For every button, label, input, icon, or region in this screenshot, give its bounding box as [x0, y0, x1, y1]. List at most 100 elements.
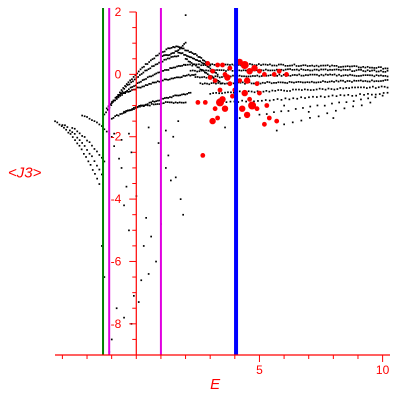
- data-point: [91, 119, 93, 121]
- data-point: [141, 66, 144, 69]
- data-point: [177, 55, 180, 57]
- data-point: [96, 164, 98, 167]
- data-point: [180, 52, 182, 55]
- data-point: [184, 41, 187, 44]
- data-point: [382, 70, 384, 73]
- red-data-point: [224, 74, 231, 81]
- data-point: [377, 66, 380, 68]
- data-point: [151, 65, 153, 68]
- data-point: [300, 119, 303, 122]
- data-point: [133, 78, 136, 81]
- data-point: [267, 74, 270, 77]
- data-point: [381, 94, 384, 97]
- red-data-point: [237, 78, 243, 83]
- data-point: [308, 96, 310, 99]
- data-point: [300, 74, 303, 77]
- data-point: [306, 65, 309, 67]
- data-point: [96, 177, 98, 180]
- data-point: [174, 77, 176, 79]
- data-point: [335, 109, 337, 112]
- data-point: [209, 67, 212, 70]
- data-point: [250, 90, 253, 93]
- data-point: [296, 68, 298, 71]
- data-point: [245, 100, 247, 103]
- data-point: [278, 63, 280, 66]
- data-point: [360, 74, 362, 77]
- data-point: [103, 113, 106, 116]
- data-point: [307, 74, 309, 77]
- red-data-point: [227, 81, 233, 87]
- data-point: [283, 89, 285, 92]
- data-point: [344, 74, 347, 76]
- data-point: [69, 133, 72, 135]
- data-point: [203, 70, 205, 72]
- data-point: [355, 69, 358, 72]
- data-point: [327, 95, 330, 98]
- data-point: [206, 82, 208, 85]
- data-point: [191, 74, 193, 76]
- vertical-lines: [102, 8, 239, 355]
- data-point: [148, 75, 151, 78]
- x-tick-label: 5: [256, 363, 263, 377]
- data-point: [162, 51, 164, 53]
- data-point: [172, 66, 175, 69]
- data-point: [198, 66, 200, 69]
- data-point: [134, 106, 137, 108]
- data-point: [178, 46, 180, 48]
- data-point: [269, 74, 272, 76]
- data-point: [386, 75, 389, 78]
- data-point: [319, 95, 322, 98]
- data-point: [128, 88, 130, 91]
- y-tick-label: -4: [111, 192, 122, 206]
- data-point: [199, 56, 201, 58]
- data-point: [315, 64, 318, 67]
- data-point: [328, 80, 331, 83]
- data-point: [238, 74, 241, 77]
- data-point: [150, 75, 153, 78]
- data-point: [265, 113, 268, 115]
- data-point: [165, 69, 168, 71]
- data-point: [83, 136, 86, 138]
- data-point: [371, 74, 373, 77]
- data-point: [201, 76, 203, 79]
- data-point: [322, 80, 324, 82]
- data-point: [121, 94, 123, 96]
- data-point: [319, 81, 322, 83]
- data-point: [371, 69, 373, 72]
- data-point: [156, 54, 159, 57]
- data-point: [175, 55, 178, 58]
- data-point: [252, 75, 254, 77]
- data-point: [267, 69, 269, 72]
- data-point: [360, 79, 362, 82]
- data-point: [335, 95, 338, 97]
- data-point: [150, 59, 152, 62]
- data-point: [76, 142, 79, 145]
- data-point: [218, 69, 221, 71]
- data-point: [369, 74, 371, 77]
- data-point: [331, 64, 333, 67]
- data-point: [331, 102, 333, 105]
- data-point: [139, 68, 142, 71]
- data-point: [229, 75, 232, 78]
- data-point: [261, 99, 263, 102]
- data-point: [258, 63, 260, 65]
- data-point: [158, 52, 161, 55]
- data-point: [204, 64, 207, 66]
- data-point: [287, 110, 290, 112]
- data-point: [296, 97, 299, 100]
- data-point: [153, 57, 156, 60]
- data-point: [78, 144, 81, 147]
- data-point: [121, 112, 123, 115]
- data-point: [96, 121, 98, 124]
- data-point: [88, 117, 91, 120]
- data-point: [345, 87, 348, 89]
- data-point: [87, 160, 90, 163]
- data-point: [110, 117, 113, 120]
- data-point: [158, 103, 161, 105]
- data-point: [163, 78, 166, 81]
- data-point: [318, 74, 320, 77]
- data-point: [170, 179, 172, 182]
- data-point: [174, 101, 177, 104]
- data-point: [249, 75, 252, 78]
- data-point: [167, 54, 170, 57]
